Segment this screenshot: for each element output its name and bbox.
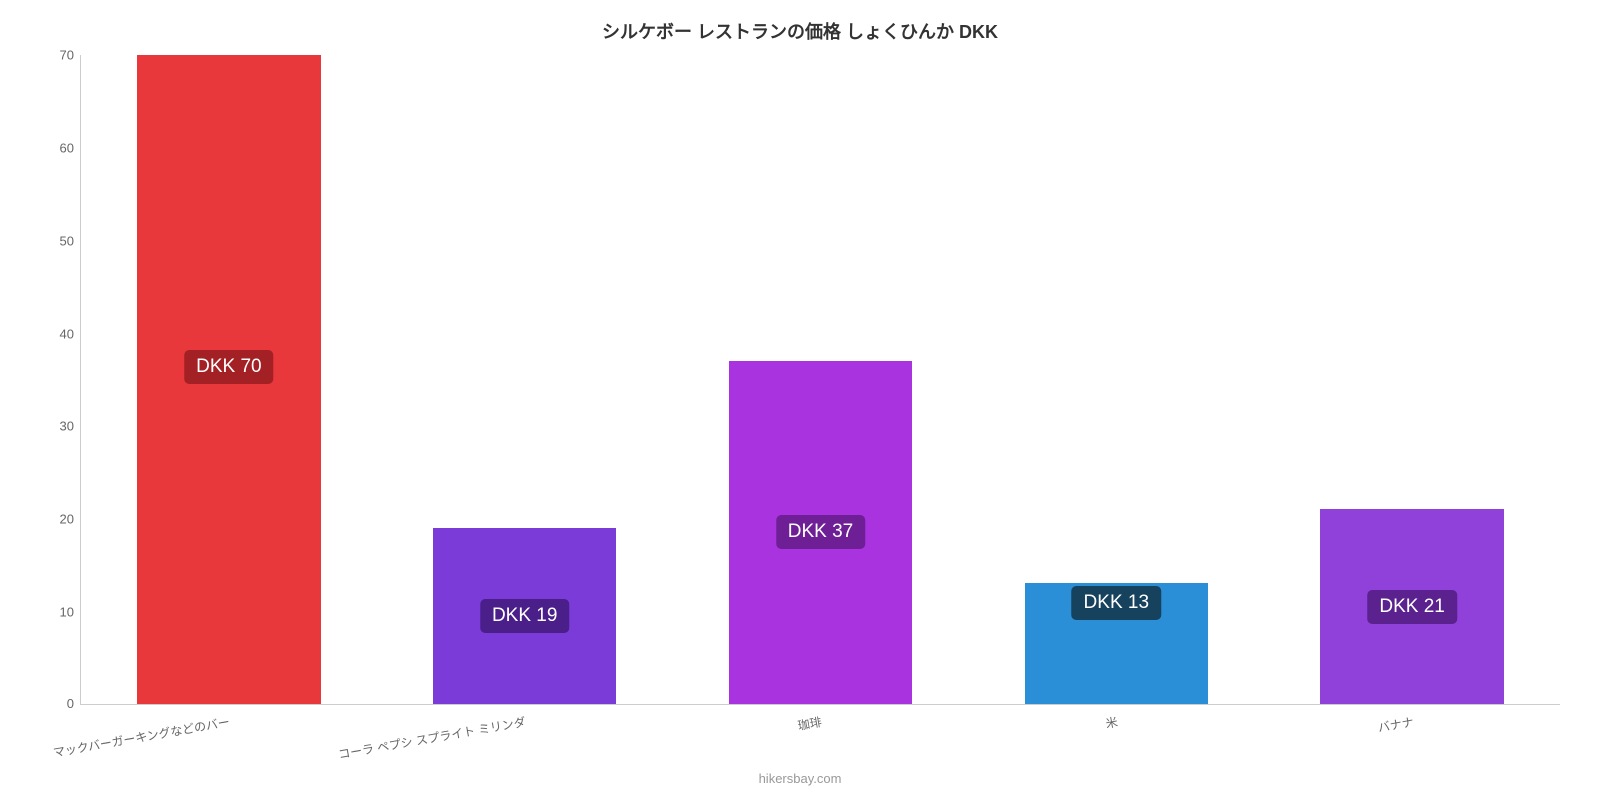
y-tick-20: 20 <box>60 512 74 527</box>
y-tick-30: 30 <box>60 419 74 434</box>
y-tick-70: 70 <box>60 48 74 63</box>
credit-text: hikersbay.com <box>759 771 842 786</box>
y-tick-10: 10 <box>60 605 74 620</box>
plot-area: DKK 70 DKK 19 DKK 37 DKK 13 DKK 21 <box>80 55 1560 705</box>
x-label-1: コーラ ペプシ スプライト ミリンダ <box>337 713 527 763</box>
y-tick-0: 0 <box>67 696 74 711</box>
bar-badge-1: DKK 19 <box>480 599 569 633</box>
bar-badge-0: DKK 70 <box>184 350 273 384</box>
chart-container: 0 10 20 30 40 50 60 70 DKK 70 DKK 19 DKK… <box>80 55 1560 705</box>
bar-badge-2: DKK 37 <box>776 515 865 549</box>
x-label-4: バナナ <box>1377 713 1415 736</box>
y-axis: 0 10 20 30 40 50 60 70 <box>45 55 80 705</box>
y-tick-40: 40 <box>60 326 74 341</box>
y-tick-50: 50 <box>60 233 74 248</box>
x-label-2: 珈琲 <box>796 713 823 734</box>
y-tick-60: 60 <box>60 140 74 155</box>
x-label-0: マックバーガーキングなどのバー <box>52 713 231 761</box>
x-label-3: 米 <box>1104 713 1119 732</box>
bar-badge-3: DKK 13 <box>1072 586 1161 620</box>
bar-badge-4: DKK 21 <box>1367 590 1456 624</box>
chart-title: シルケボー レストランの価格 しょくひんか DKK <box>0 0 1600 44</box>
